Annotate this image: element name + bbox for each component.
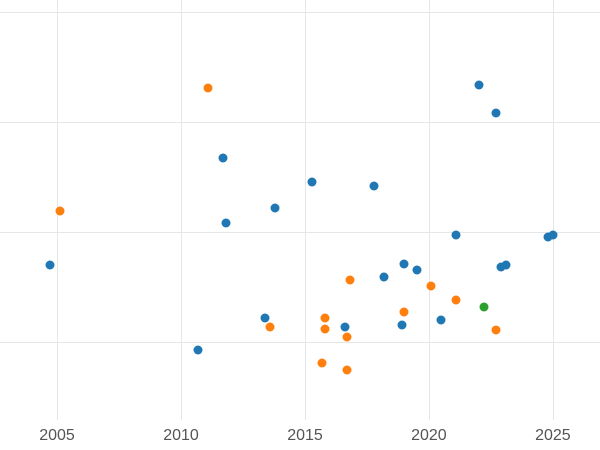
- scatter-point-orange-series: [451, 295, 461, 305]
- scatter-point-blue-series: [501, 260, 511, 270]
- scatter-point-orange-series: [265, 322, 275, 332]
- y-gridline: [0, 11, 600, 13]
- y-gridline: [0, 232, 600, 233]
- x-gridline: [552, 0, 554, 420]
- x-tick-label: 2025: [535, 427, 571, 444]
- scatter-point-blue-series: [193, 345, 203, 355]
- x-axis: 2005 2010 2015 2020 2025: [0, 420, 600, 450]
- scatter-point-orange-series: [342, 365, 352, 375]
- scatter-point-blue-series: [221, 218, 231, 228]
- scatter-point-blue-series: [399, 259, 409, 269]
- scatter-point-orange-series: [399, 307, 409, 317]
- scatter-point-blue-series: [218, 153, 228, 163]
- x-tick-label: 2015: [287, 427, 323, 444]
- x-gridline: [305, 0, 306, 420]
- x-gridline: [181, 0, 182, 420]
- scatter-point-blue-series: [543, 232, 553, 242]
- scatter-point-blue-series: [436, 315, 446, 325]
- x-tick-label: 2020: [411, 427, 447, 444]
- scatter-point-blue-series: [496, 262, 506, 272]
- scatter-point-blue-series: [260, 313, 270, 323]
- scatter-point-orange-series: [342, 332, 352, 342]
- scatter-point-blue-series: [397, 320, 407, 330]
- scatter-point-blue-series: [451, 230, 461, 240]
- plot-area: [0, 0, 600, 420]
- scatter-point-blue-series: [379, 272, 389, 282]
- scatter-point-blue-series: [340, 322, 350, 332]
- x-tick-label: 2005: [39, 427, 75, 444]
- x-tick-label: 2010: [163, 427, 199, 444]
- scatter-point-blue-series: [369, 181, 379, 191]
- y-gridline: [0, 342, 600, 344]
- scatter-point-orange-series: [320, 324, 330, 334]
- x-gridline: [428, 0, 430, 420]
- scatter-point-blue-series: [412, 265, 421, 275]
- scatter-point-green-series: [479, 302, 488, 312]
- scatter-point-blue-series: [45, 260, 55, 270]
- scatter-point-orange-series: [55, 206, 64, 216]
- scatter-point-orange-series: [491, 325, 501, 335]
- scatter-point-blue-series: [474, 80, 483, 90]
- scatter-point-blue-series: [307, 177, 317, 187]
- scatter-point-orange-series: [345, 275, 355, 285]
- scatter-point-orange-series: [317, 358, 327, 368]
- scatter-point-blue-series: [491, 108, 501, 118]
- scatter-point-orange-series: [203, 83, 213, 93]
- y-gridline: [0, 121, 600, 123]
- scatter-point-blue-series: [548, 230, 558, 240]
- scatter-point-orange-series: [320, 313, 330, 323]
- scatter-point-blue-series: [270, 203, 280, 213]
- scatter-point-orange-series: [426, 281, 436, 291]
